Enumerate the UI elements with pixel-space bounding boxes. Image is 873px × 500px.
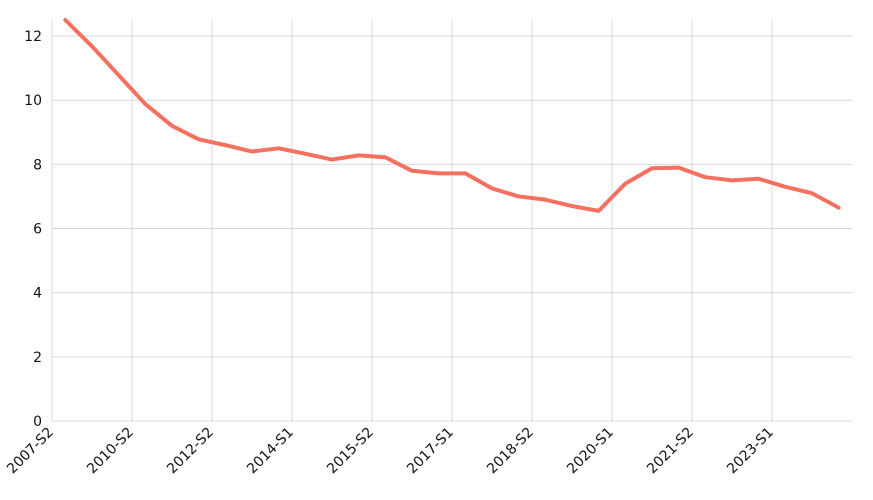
x-tick-label: 2018-S2	[484, 425, 537, 478]
y-tick-label: 10	[24, 93, 42, 109]
x-tick-label: 2010-S2	[84, 425, 137, 478]
x-tick-label: 2012-S2	[164, 425, 217, 478]
x-tick-label: 2014-S1	[244, 425, 297, 478]
y-tick-label: 2	[33, 350, 42, 366]
y-tick-label: 4	[33, 286, 42, 302]
x-tick-label: 2007-S2	[4, 425, 57, 478]
y-tick-label: 6	[33, 222, 42, 238]
data-line	[63, 18, 841, 213]
x-tick-label: 2017-S1	[404, 425, 457, 478]
y-tick-label: 12	[24, 29, 42, 45]
x-tick-label: 2020-S1	[564, 425, 617, 478]
x-tick-label: 2023-S1	[724, 425, 777, 478]
y-tick-label: 0	[33, 414, 42, 430]
x-tick-label: 2021-S2	[644, 425, 697, 478]
x-tick-label: 2015-S2	[324, 425, 377, 478]
y-tick-label: 8	[33, 157, 42, 173]
